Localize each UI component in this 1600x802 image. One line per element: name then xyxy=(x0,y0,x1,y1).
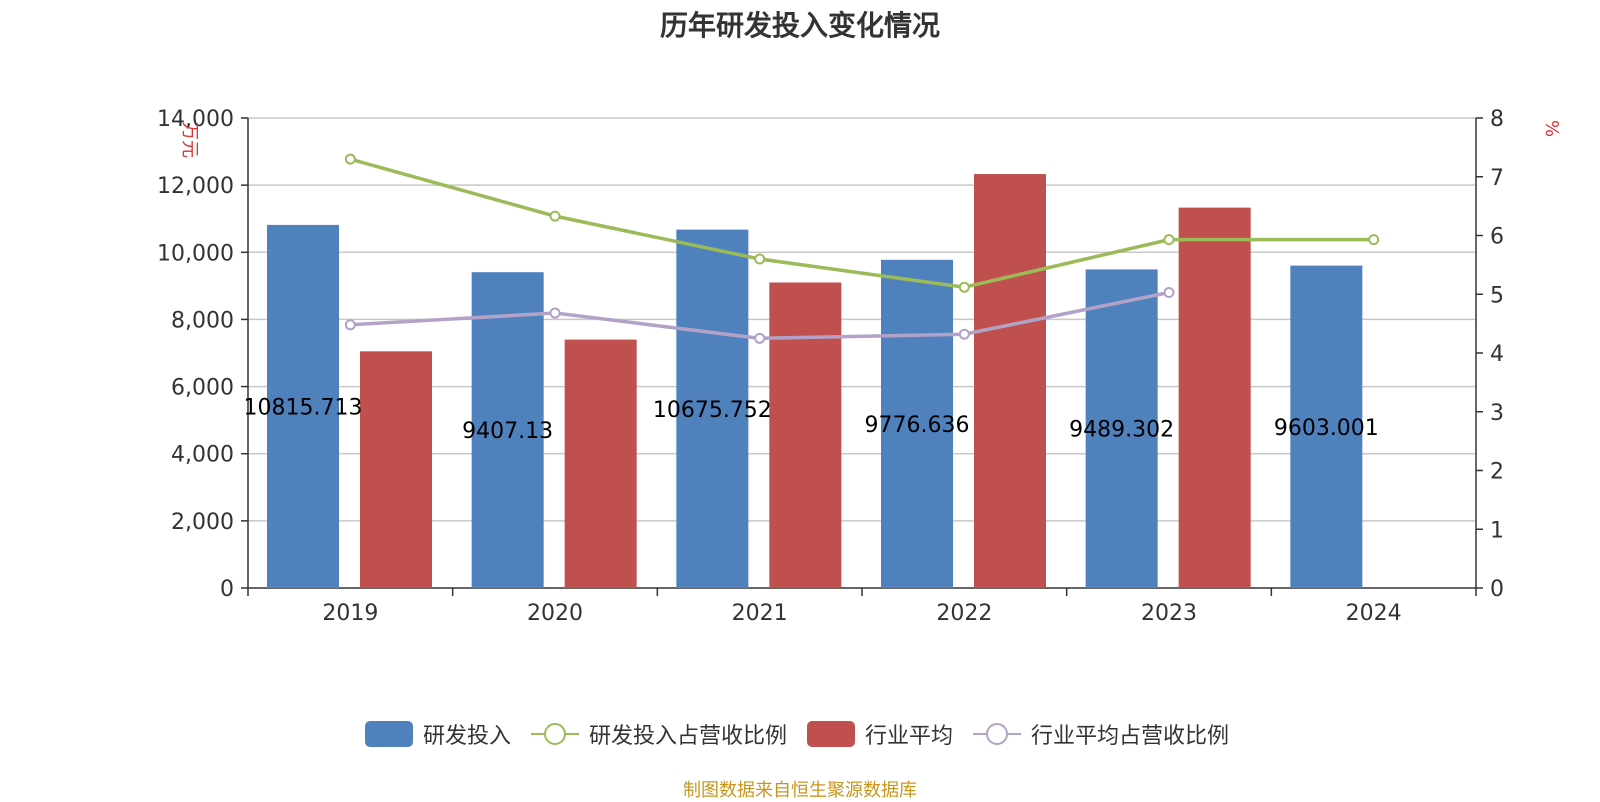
data-label-rd-investment: 10815.713 xyxy=(244,395,363,420)
y-right-tick-label: 3 xyxy=(1490,401,1504,426)
legend-label-rd-ratio: 研发投入占营收比例 xyxy=(588,724,787,749)
data-label-rd-investment: 10675.752 xyxy=(653,398,772,423)
source-note: 制图数据来自恒生聚源数据库 xyxy=(683,780,917,801)
point-industry-ratio xyxy=(344,319,356,331)
point-rd-ratio xyxy=(344,153,356,165)
y-right-tick-label: 5 xyxy=(1490,283,1504,308)
bar-rd-investment xyxy=(471,272,544,588)
x-tick-label: 2019 xyxy=(322,601,378,626)
data-label-rd-investment: 9776.636 xyxy=(865,413,970,438)
y-left-tick-label: 4,000 xyxy=(171,443,234,468)
point-rd-ratio xyxy=(958,281,970,293)
point-industry-ratio xyxy=(1163,286,1175,298)
y-right-tick-label: 6 xyxy=(1490,225,1504,250)
chart-title: 历年研发投入变化情况 xyxy=(659,9,940,42)
legend-swatch-rd-investment xyxy=(364,721,413,747)
legend-item-rd-ratio[interactable]: 研发投入占营收比例 xyxy=(530,718,787,750)
bar-industry-average xyxy=(360,351,432,588)
x-tick-label: 2024 xyxy=(1346,601,1402,626)
data-label-rd-investment: 9407.13 xyxy=(462,419,553,444)
point-rd-ratio xyxy=(754,253,766,265)
y-left-tick-label: 2,000 xyxy=(171,510,234,535)
point-rd-ratio xyxy=(549,210,561,222)
line-rd-ratio xyxy=(349,157,1374,289)
y-left-tick-label: 6,000 xyxy=(171,376,234,401)
data-label-rd-investment: 9489.302 xyxy=(1069,418,1174,443)
bar-industry-average xyxy=(974,174,1046,589)
bar-rd-investment xyxy=(267,224,339,588)
legend-swatch-rd-ratio xyxy=(530,723,579,745)
y-left-tick-label: 8,000 xyxy=(171,308,234,333)
y-right-tick-label: 1 xyxy=(1490,518,1504,543)
bar-rd-investment xyxy=(676,229,749,589)
legend-label-industry-ratio: 行业平均占营收比例 xyxy=(1031,724,1230,749)
y-left-tick-label: 12,000 xyxy=(157,174,234,199)
y-left-tick-label: 10,000 xyxy=(157,241,234,266)
legend-item-industry-average[interactable]: 行业平均 xyxy=(807,718,953,750)
y-left-unit: 万元 xyxy=(179,122,200,158)
y-right-unit: % xyxy=(1541,120,1562,137)
point-rd-ratio xyxy=(1163,234,1175,246)
legend: 研发投入 研发投入占营收比例 行业平均 行业平均占营收比例 xyxy=(0,718,1600,750)
legend-swatch-industry-average xyxy=(807,721,855,747)
point-industry-ratio xyxy=(958,328,970,340)
y-right-tick-label: 2 xyxy=(1490,460,1504,485)
legend-swatch-industry-ratio xyxy=(973,723,1022,745)
data-label-rd-investment: 9603.001 xyxy=(1274,416,1379,441)
bar-industry-average xyxy=(769,282,842,588)
point-rd-ratio xyxy=(1368,234,1380,246)
bar-rd-investment xyxy=(1085,269,1158,588)
point-industry-ratio xyxy=(754,332,766,344)
bar-industry-average xyxy=(564,339,637,588)
x-tick-label: 2020 xyxy=(527,601,583,626)
y-right-tick-label: 7 xyxy=(1490,166,1504,191)
y-right-tick-label: 4 xyxy=(1490,342,1504,367)
x-tick-label: 2021 xyxy=(732,601,788,626)
legend-item-industry-ratio[interactable]: 行业平均占营收比例 xyxy=(973,718,1229,750)
y-right-tick-label: 0 xyxy=(1490,577,1504,602)
y-right-tick-label: 8 xyxy=(1490,107,1504,132)
x-tick-label: 2022 xyxy=(936,601,992,626)
bar-rd-investment xyxy=(881,259,953,588)
legend-label-industry-average: 行业平均 xyxy=(865,724,954,749)
y-left-tick-label: 14,000 xyxy=(157,107,234,132)
x-tick-label: 2023 xyxy=(1141,601,1197,626)
bar-rd-investment xyxy=(1290,265,1363,588)
y-left-tick-label: 0 xyxy=(220,577,234,602)
point-industry-ratio xyxy=(549,307,561,319)
legend-label-rd-investment: 研发投入 xyxy=(422,724,511,749)
legend-item-rd-investment[interactable]: 研发投入 xyxy=(364,718,511,750)
bar-industry-average xyxy=(1178,207,1251,588)
